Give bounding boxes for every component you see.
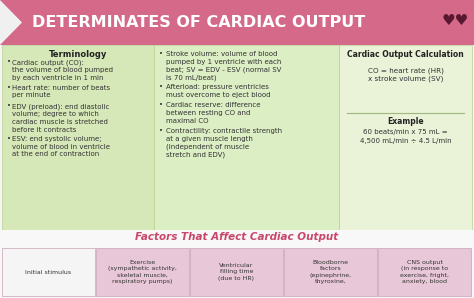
Polygon shape <box>0 0 22 45</box>
Text: Ventricular
filling time
(due to HR): Ventricular filling time (due to HR) <box>219 263 255 281</box>
Text: Factors That Affect Cardiac Output: Factors That Affect Cardiac Output <box>136 232 338 242</box>
Text: Bloodborne
factors
(epinephrine,
thyroxine,: Bloodborne factors (epinephrine, thyroxi… <box>310 260 352 284</box>
Text: •: • <box>159 51 163 57</box>
Text: Initial stimulus: Initial stimulus <box>26 269 72 274</box>
Bar <box>378 248 471 296</box>
Text: •: • <box>7 136 11 142</box>
Bar <box>339 45 472 230</box>
Text: •: • <box>159 84 163 90</box>
Bar <box>0 0 474 45</box>
Text: ♥♥: ♥♥ <box>441 13 469 28</box>
Bar <box>154 45 339 230</box>
Bar <box>0 230 474 298</box>
Text: CO = heart rate (HR)
x stroke volume (SV): CO = heart rate (HR) x stroke volume (SV… <box>367 67 444 83</box>
Bar <box>96 248 189 296</box>
Text: Heart rate: number of beats
per minute: Heart rate: number of beats per minute <box>12 85 110 98</box>
Text: Cardiac output (CO):
the volume of blood pumped
by each ventricle in 1 min: Cardiac output (CO): the volume of blood… <box>12 59 113 81</box>
Text: Contractility: contractile strength
at a given muscle length
(independent of mus: Contractility: contractile strength at a… <box>166 128 282 158</box>
Text: Exercise
(sympathetic activity,
skeletal muscle,
respiratory pumps): Exercise (sympathetic activity, skeletal… <box>108 260 177 284</box>
Text: Terminology: Terminology <box>49 50 107 59</box>
Text: CNS output
(in response to
exercise, fright,
anxiety, blood: CNS output (in response to exercise, fri… <box>400 260 449 284</box>
Text: 60 beats/min x 75 mL =
4,500 mL/min ÷ 4.5 L/min: 60 beats/min x 75 mL = 4,500 mL/min ÷ 4.… <box>360 129 451 144</box>
Text: EDV (preload): end diastolic
volume; degree to which
cardiac muscle is stretched: EDV (preload): end diastolic volume; deg… <box>12 103 109 133</box>
Text: •: • <box>159 102 163 108</box>
Text: Example: Example <box>387 117 424 126</box>
Text: •: • <box>159 128 163 134</box>
Text: Stroke volume: volume of blood
pumped by 1 ventricle with each
beat; SV = EDV - : Stroke volume: volume of blood pumped by… <box>166 51 282 81</box>
Text: •: • <box>7 103 11 109</box>
Text: •: • <box>7 59 11 65</box>
Text: •: • <box>7 85 11 91</box>
Bar <box>2 248 95 296</box>
Text: ESV: end systolic volume;
volume of blood in ventricle
at the end of contraction: ESV: end systolic volume; volume of bloo… <box>12 136 110 157</box>
Text: DETERMINATES OF CARDIAC OUTPUT: DETERMINATES OF CARDIAC OUTPUT <box>32 15 365 30</box>
Bar <box>284 248 377 296</box>
Text: Cardiac reserve: difference
between resting CO and
maximal CO: Cardiac reserve: difference between rest… <box>166 102 261 124</box>
Bar <box>2 45 154 230</box>
Bar <box>190 248 283 296</box>
Text: Cardiac Output Calculation: Cardiac Output Calculation <box>347 50 464 59</box>
Text: Afterload: pressure ventricles
must overcome to eject blood: Afterload: pressure ventricles must over… <box>166 84 271 97</box>
